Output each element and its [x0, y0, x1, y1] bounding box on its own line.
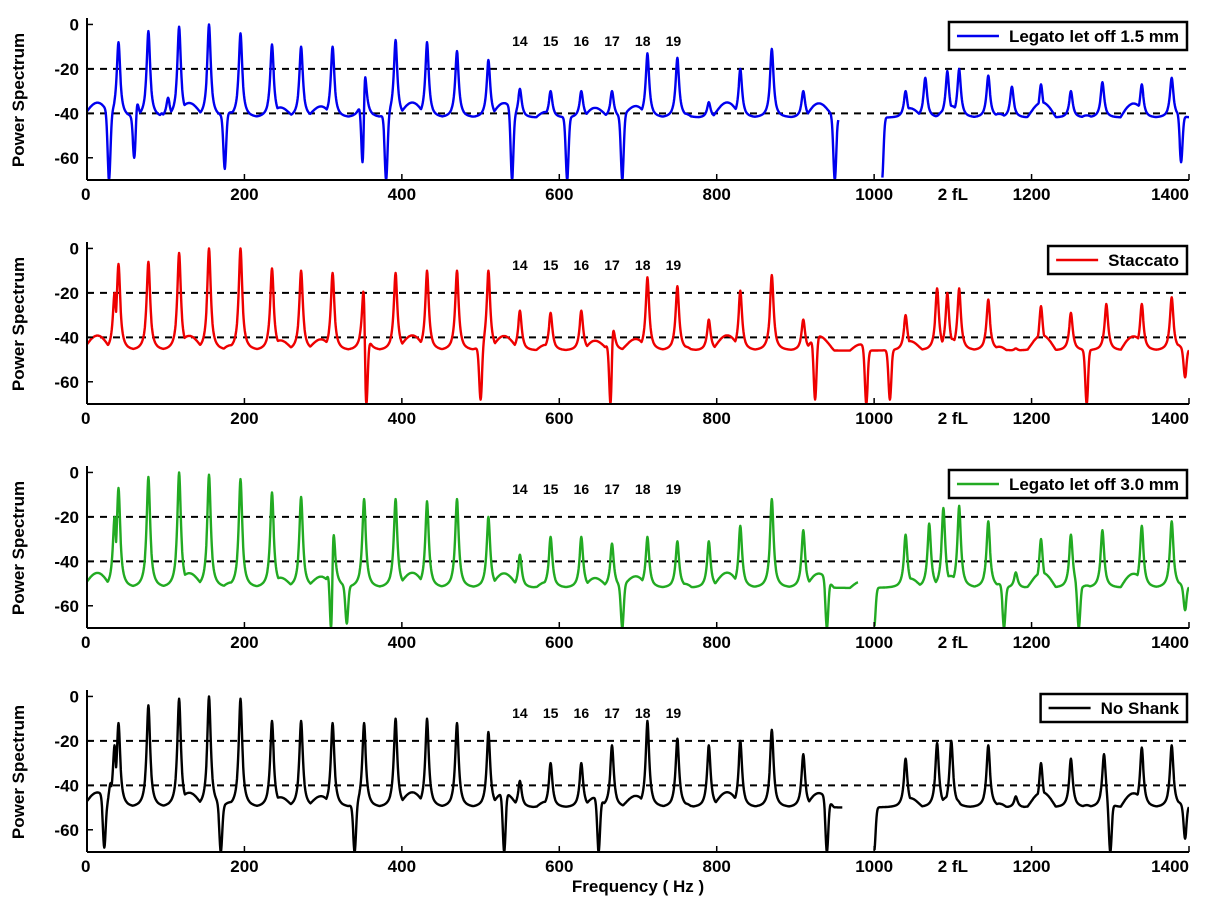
harmonic-label: 15 [543, 705, 559, 721]
harmonic-label: 15 [543, 257, 559, 273]
x-tick-label: 400 [388, 185, 416, 204]
harmonic-label: 16 [574, 705, 590, 721]
harmonic-label: 14 [512, 705, 528, 721]
harmonic-label: 17 [604, 705, 620, 721]
x-tick-label: 1400 [1151, 409, 1189, 428]
x-tick-label: 1200 [1013, 633, 1051, 652]
harmonic-label: 18 [635, 257, 651, 273]
harmonic-label: 15 [543, 481, 559, 497]
y-tick-label: -60 [54, 821, 79, 840]
x-tick-label: 1400 [1151, 857, 1189, 876]
harmonic-label: 19 [666, 33, 682, 49]
x-axis-label: Frequency ( Hz ) [572, 877, 704, 896]
x-tick-label: 600 [545, 633, 573, 652]
x-label-2fl: 2 fL [938, 857, 968, 876]
harmonic-label: 19 [666, 705, 682, 721]
x-tick-label: 1000 [855, 633, 893, 652]
y-tick-label: 0 [70, 463, 79, 482]
y-tick-label: -40 [54, 328, 79, 347]
y-tick-label: -60 [54, 373, 79, 392]
x-tick-label: 1200 [1013, 857, 1051, 876]
harmonic-label: 14 [512, 481, 528, 497]
x-tick-label: 1400 [1151, 633, 1189, 652]
y-tick-label: -40 [54, 552, 79, 571]
x-tick-label: 1000 [855, 409, 893, 428]
x-label-2fl: 2 fL [938, 633, 968, 652]
harmonic-label: 18 [635, 705, 651, 721]
x-tick-label: 400 [388, 857, 416, 876]
harmonic-label: 16 [574, 481, 590, 497]
x-tick-label: 800 [703, 633, 731, 652]
x-tick-label: 1200 [1013, 409, 1051, 428]
x-tick-label: 400 [388, 409, 416, 428]
y-tick-label: 0 [70, 239, 79, 258]
series-line-2 [87, 247, 1189, 404]
harmonic-label: 17 [604, 481, 620, 497]
legend [947, 468, 1189, 500]
x-tick-label: 600 [545, 857, 573, 876]
x-tick-label: 1000 [855, 185, 893, 204]
y-axis-label: Power Spectrum [9, 257, 28, 391]
harmonic-label: 16 [574, 257, 590, 273]
harmonic-label: 16 [574, 33, 590, 49]
x-label-2fl: 2 fL [938, 185, 968, 204]
harmonic-label: 19 [666, 257, 682, 273]
x-tick-label: 0 [81, 857, 90, 876]
harmonic-label: 14 [512, 257, 528, 273]
y-tick-label: 0 [70, 687, 79, 706]
y-tick-label: -20 [54, 508, 79, 527]
y-tick-label: -20 [54, 732, 79, 751]
y-axis-label: Power Spectrum [9, 481, 28, 615]
legend-label: No Shank [1101, 699, 1180, 718]
x-tick-label: 200 [230, 857, 258, 876]
series-line-4 [87, 695, 1189, 852]
harmonic-label: 15 [543, 33, 559, 49]
x-tick-label: 200 [230, 633, 258, 652]
x-tick-label: 1200 [1013, 185, 1051, 204]
legend-label: Legato let off 3.0 mm [1009, 475, 1179, 494]
x-tick-label: 800 [703, 409, 731, 428]
y-axis-label: Power Spectrum [9, 33, 28, 167]
harmonic-label: 14 [512, 33, 528, 49]
y-axis-label: Power Spectrum [9, 705, 28, 839]
x-tick-label: 800 [703, 857, 731, 876]
harmonic-label: 17 [604, 257, 620, 273]
x-tick-label: 1400 [1151, 185, 1189, 204]
x-tick-label: 200 [230, 409, 258, 428]
x-label-2fl: 2 fL [938, 409, 968, 428]
y-tick-label: -20 [54, 60, 79, 79]
y-tick-label: 0 [70, 15, 79, 34]
series-line-3 [87, 471, 1189, 628]
series-line-1 [87, 23, 1189, 180]
y-tick-label: -40 [54, 104, 79, 123]
x-tick-label: 800 [703, 185, 731, 204]
harmonic-label: 18 [635, 33, 651, 49]
x-tick-label: 0 [81, 185, 90, 204]
x-tick-label: 400 [388, 633, 416, 652]
x-tick-label: 0 [81, 409, 90, 428]
legend-label: Staccato [1108, 251, 1179, 270]
y-tick-label: -40 [54, 776, 79, 795]
harmonic-label: 17 [604, 33, 620, 49]
y-tick-label: -60 [54, 149, 79, 168]
x-tick-label: 0 [81, 633, 90, 652]
harmonic-label: 19 [666, 481, 682, 497]
x-tick-label: 200 [230, 185, 258, 204]
legend-label: Legato let off 1.5 mm [1009, 27, 1179, 46]
x-tick-label: 600 [545, 409, 573, 428]
y-tick-label: -60 [54, 597, 79, 616]
harmonic-label: 18 [635, 481, 651, 497]
x-tick-label: 1000 [855, 857, 893, 876]
x-tick-label: 600 [545, 185, 573, 204]
y-tick-label: -20 [54, 284, 79, 303]
